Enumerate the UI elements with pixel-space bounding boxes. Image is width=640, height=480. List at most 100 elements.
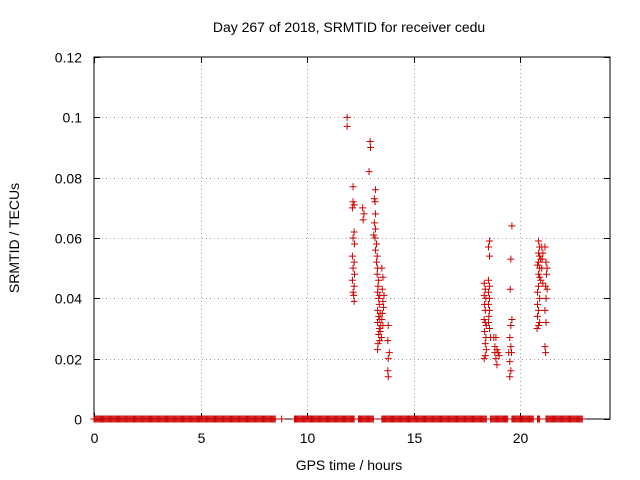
data-point [507, 349, 515, 357]
data-point [493, 361, 501, 369]
data-point [535, 258, 543, 266]
data-point [542, 294, 550, 302]
data-point [481, 328, 489, 336]
baseline-point [271, 415, 279, 423]
data-point [535, 270, 543, 278]
y-tick-label: 0.02 [55, 352, 82, 368]
data-point [371, 210, 379, 218]
data-point [538, 255, 546, 263]
data-point [385, 349, 393, 357]
data-point [485, 312, 493, 320]
data-point [507, 255, 515, 263]
data-point [535, 306, 543, 314]
data-point [350, 282, 358, 290]
data-point [349, 198, 357, 206]
data-point [378, 315, 386, 323]
y-tick-label: 0.12 [55, 50, 82, 66]
data-point [506, 373, 514, 381]
x-tick-label: 10 [300, 430, 316, 446]
data-point [542, 258, 550, 266]
chart-title: Day 267 of 2018, SRMTID for receiver ced… [213, 19, 485, 35]
data-point [370, 195, 378, 203]
data-point [484, 318, 492, 326]
data-point [384, 373, 392, 381]
data-point [486, 306, 494, 314]
data-point [543, 264, 551, 272]
data-point [349, 183, 357, 191]
data-point [378, 285, 386, 293]
data-point [367, 144, 375, 151]
data-point [541, 343, 549, 351]
data-point [506, 285, 514, 293]
data-point [350, 291, 358, 299]
y-tick-label: 0.06 [55, 231, 82, 247]
data-point [542, 349, 550, 357]
data-point [370, 231, 378, 239]
data-point [384, 321, 392, 329]
data-point [348, 276, 356, 284]
baseline-point [536, 415, 544, 423]
data-point [536, 294, 544, 302]
grid [94, 57, 610, 419]
data-point [350, 228, 358, 236]
data-point [486, 237, 494, 245]
data-point [484, 276, 492, 284]
data-point [507, 367, 515, 375]
data-point [480, 279, 488, 287]
data-point [542, 270, 550, 278]
data-point [374, 282, 382, 290]
data-point [349, 288, 357, 296]
data-point [541, 306, 549, 314]
data-point [373, 258, 381, 266]
data-point [481, 352, 489, 360]
data-point [380, 291, 388, 299]
data-point [535, 282, 543, 290]
data-point [535, 321, 543, 329]
data-point [376, 337, 384, 345]
data-point [365, 168, 373, 176]
data-point [371, 246, 379, 254]
data-point [507, 343, 515, 351]
data-point [371, 186, 379, 194]
data-point [375, 312, 383, 320]
data-point [349, 264, 357, 272]
data-point [482, 346, 490, 354]
data-point [481, 285, 489, 293]
data-point [536, 273, 544, 281]
data-point [374, 318, 382, 326]
data-point [543, 285, 551, 293]
y-tick-label: 0.04 [55, 291, 82, 307]
data-point [506, 334, 514, 342]
axis-ticks: 0 0.02 0.04 0.06 0.08 0.1 0.12 0 5 10 15 20 [55, 50, 610, 446]
data-point [484, 243, 492, 251]
x-tick-label: 5 [198, 430, 206, 446]
data-point [384, 337, 392, 345]
data-point [495, 352, 503, 360]
data-point [374, 346, 382, 354]
x-tick-label: 0 [91, 430, 99, 446]
data-point [542, 318, 550, 326]
data-point [370, 219, 378, 227]
data-point [375, 294, 383, 302]
data-point [350, 258, 358, 266]
data-point [536, 318, 544, 326]
data-point [375, 325, 383, 332]
data-point [351, 240, 359, 248]
data-point [351, 270, 359, 278]
data-point [379, 297, 387, 305]
data-point [534, 288, 542, 296]
x-axis-label: GPS time / hours [296, 457, 403, 473]
data-point [376, 328, 384, 336]
data-point [373, 252, 381, 260]
y-tick-label: 0.1 [63, 110, 83, 126]
data-point [348, 204, 356, 212]
data-point [507, 321, 515, 329]
data-point [486, 252, 494, 260]
data-point [542, 282, 550, 290]
data-point [492, 334, 500, 342]
data-point [359, 216, 367, 224]
y-tick-label: 0.08 [55, 171, 82, 187]
data-point [535, 237, 543, 245]
data-point [375, 276, 383, 284]
